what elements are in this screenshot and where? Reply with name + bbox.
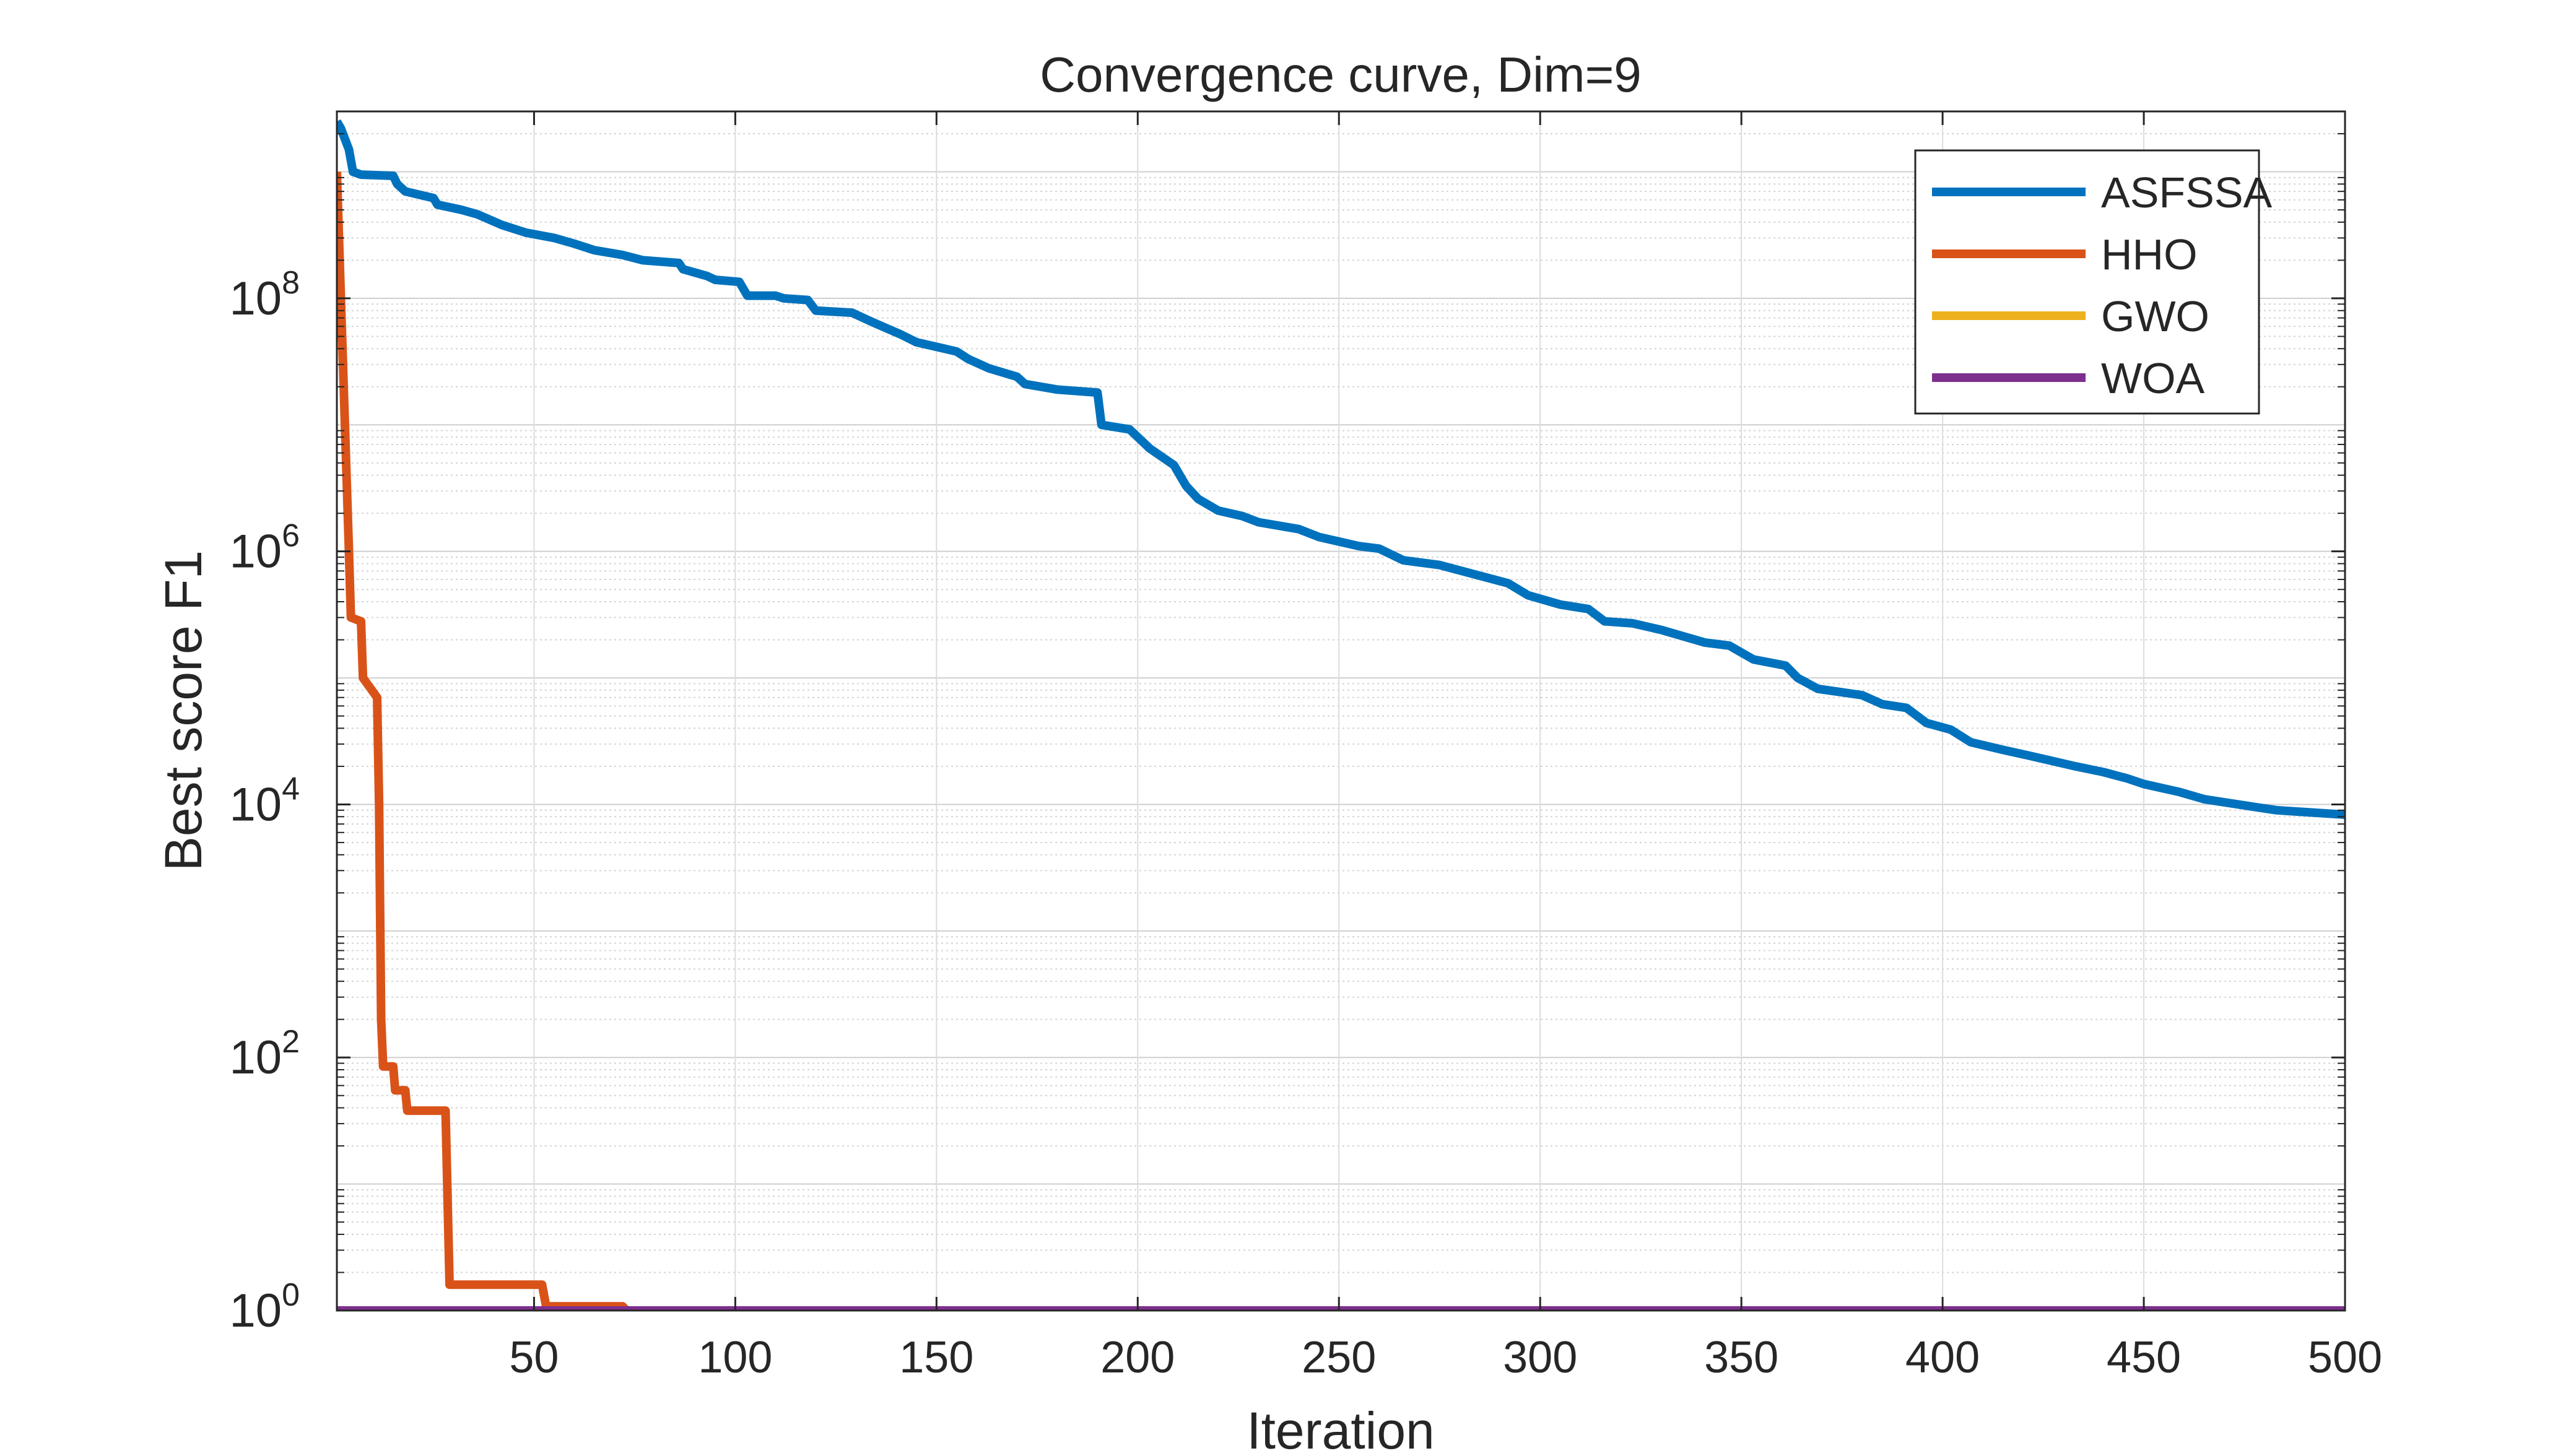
y-tick-exponent: 4 (282, 771, 300, 807)
x-tick-label: 350 (1704, 1333, 1778, 1382)
y-tick-base: 10 (230, 526, 282, 578)
x-tick-label: 500 (2308, 1333, 2382, 1382)
legend-label: HHO (2101, 230, 2198, 279)
x-tick-label: 50 (509, 1333, 559, 1382)
x-tick-label: 300 (1503, 1333, 1577, 1382)
legend: ASFSSA HHO GWO WOA (1915, 150, 2273, 414)
x-tick-label: 400 (1905, 1333, 1980, 1382)
legend-label: ASFSSA (2101, 168, 2273, 217)
y-tick-base: 10 (230, 1285, 282, 1337)
x-tick-label: 100 (698, 1333, 772, 1382)
x-tick-label: 450 (2107, 1333, 2181, 1382)
y-tick-exponent: 8 (282, 265, 300, 301)
y-tick-exponent: 6 (282, 518, 300, 554)
x-tick-label: 200 (1100, 1333, 1175, 1382)
y-tick-base: 10 (230, 1031, 282, 1084)
chart-title: Convergence curve, Dim=9 (1040, 47, 1642, 102)
y-tick-base: 10 (230, 272, 282, 325)
y-tick-exponent: 0 (282, 1277, 300, 1313)
y-tick-exponent: 2 (282, 1024, 300, 1060)
x-tick-label: 150 (899, 1333, 973, 1382)
y-tick-base: 10 (230, 778, 282, 831)
x-axis-label: Iteration (1247, 1402, 1435, 1456)
y-axis-label: Best score F1 (154, 550, 212, 871)
legend-label: GWO (2101, 292, 2209, 340)
legend-label: WOA (2101, 354, 2205, 402)
x-tick-label: 250 (1302, 1333, 1376, 1382)
